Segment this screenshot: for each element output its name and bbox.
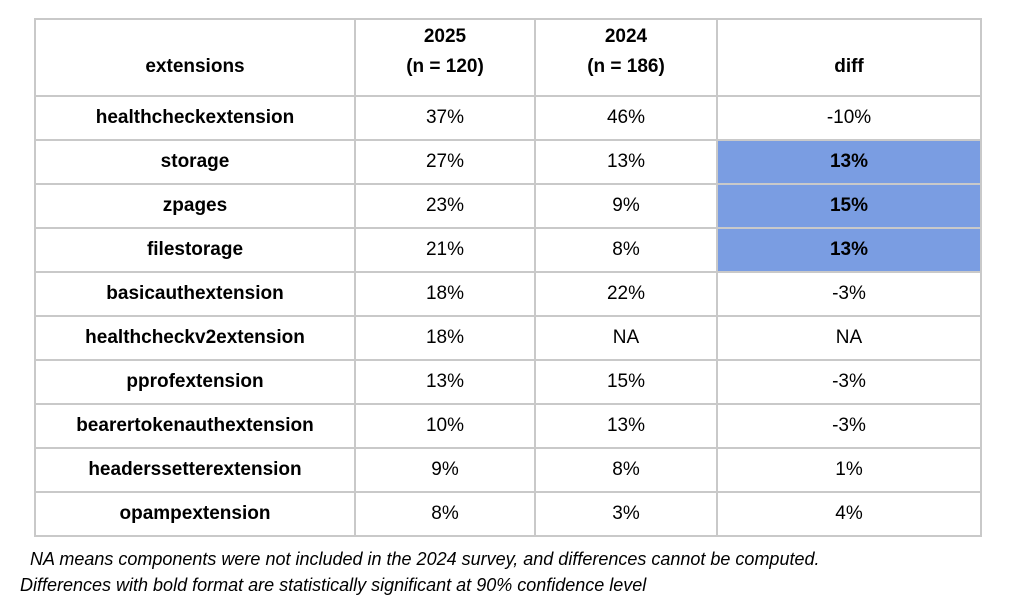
- extension-name-cell: opampextension: [34, 491, 356, 537]
- table-row: bearertokenauthextension 10% 13% -3%: [34, 403, 982, 449]
- table-row: opampextension 8% 3% 4%: [34, 491, 982, 537]
- extension-name-cell: bearertokenauthextension: [34, 403, 356, 449]
- extension-name-cell: healthcheckv2extension: [34, 315, 356, 361]
- diff-cell: 15%: [716, 183, 982, 229]
- table-row: basicauthextension 18% 22% -3%: [34, 271, 982, 317]
- extension-name-cell: filestorage: [34, 227, 356, 273]
- header-row: extensions 2025 (n = 120) 2024 (n = 186)…: [34, 18, 982, 97]
- value-2024-cell: NA: [534, 315, 718, 361]
- value-2024-cell: 8%: [534, 227, 718, 273]
- table-header: extensions 2025 (n = 120) 2024 (n = 186)…: [34, 18, 982, 97]
- column-header-label: 2024: [604, 26, 648, 47]
- diff-cell: -3%: [716, 359, 982, 405]
- value-2024-cell: 22%: [534, 271, 718, 317]
- value-2025-cell: 13%: [354, 359, 536, 405]
- table-row: filestorage 21% 8% 13%: [34, 227, 982, 273]
- value-2025-cell: 8%: [354, 491, 536, 537]
- value-2024-cell: 15%: [534, 359, 718, 405]
- column-header-label: 2025: [423, 26, 467, 47]
- diff-cell: NA: [716, 315, 982, 361]
- table-row: headerssetterextension 9% 8% 1%: [34, 447, 982, 493]
- diff-cell: -3%: [716, 271, 982, 317]
- value-2024-cell: 46%: [534, 95, 718, 141]
- value-2024-cell: 3%: [534, 491, 718, 537]
- diff-cell: 13%: [716, 227, 982, 273]
- extension-name-cell: basicauthextension: [34, 271, 356, 317]
- value-2024-cell: 8%: [534, 447, 718, 493]
- value-2025-cell: 10%: [354, 403, 536, 449]
- table-row: pprofextension 13% 15% -3%: [34, 359, 982, 405]
- diff-cell: 1%: [716, 447, 982, 493]
- value-2024-cell: 13%: [534, 139, 718, 185]
- value-2025-cell: 27%: [354, 139, 536, 185]
- column-header-sublabel: (n = 186): [587, 56, 665, 77]
- table-row: storage 27% 13% 13%: [34, 139, 982, 185]
- value-2025-cell: 21%: [354, 227, 536, 273]
- extension-name-cell: healthcheckextension: [34, 95, 356, 141]
- extension-name-cell: zpages: [34, 183, 356, 229]
- value-2025-cell: 18%: [354, 271, 536, 317]
- extension-name-cell: storage: [34, 139, 356, 185]
- table-row: healthcheckextension 37% 46% -10%: [34, 95, 982, 141]
- footnotes: NA means components were not included in…: [0, 546, 1012, 598]
- diff-cell: -10%: [716, 95, 982, 141]
- table-row: healthcheckv2extension 18% NA NA: [34, 315, 982, 361]
- value-2025-cell: 37%: [354, 95, 536, 141]
- column-header-diff: diff: [716, 18, 982, 97]
- footnote-na-explanation: NA means components were not included in…: [30, 549, 820, 569]
- extension-name-cell: headerssetterextension: [34, 447, 356, 493]
- value-2025-cell: 18%: [354, 315, 536, 361]
- value-2024-cell: 9%: [534, 183, 718, 229]
- footnote-bold-explanation: Differences with bold format are statist…: [20, 575, 647, 595]
- column-header-sublabel: (n = 120): [406, 56, 484, 77]
- diff-cell: 4%: [716, 491, 982, 537]
- column-header-label: extensions: [145, 56, 245, 77]
- column-header-2025: 2025 (n = 120): [354, 18, 536, 97]
- column-header-label: diff: [834, 56, 864, 77]
- extension-name-cell: pprofextension: [34, 359, 356, 405]
- column-header-2024: 2024 (n = 186): [534, 18, 718, 97]
- value-2024-cell: 13%: [534, 403, 718, 449]
- table-body: healthcheckextension 37% 46% -10% storag…: [34, 95, 982, 537]
- diff-cell: 13%: [716, 139, 982, 185]
- value-2025-cell: 23%: [354, 183, 536, 229]
- value-2025-cell: 9%: [354, 447, 536, 493]
- extensions-survey-table: extensions 2025 (n = 120) 2024 (n = 186)…: [34, 18, 982, 537]
- table-row: zpages 23% 9% 15%: [34, 183, 982, 229]
- column-header-extensions: extensions: [34, 18, 356, 97]
- diff-cell: -3%: [716, 403, 982, 449]
